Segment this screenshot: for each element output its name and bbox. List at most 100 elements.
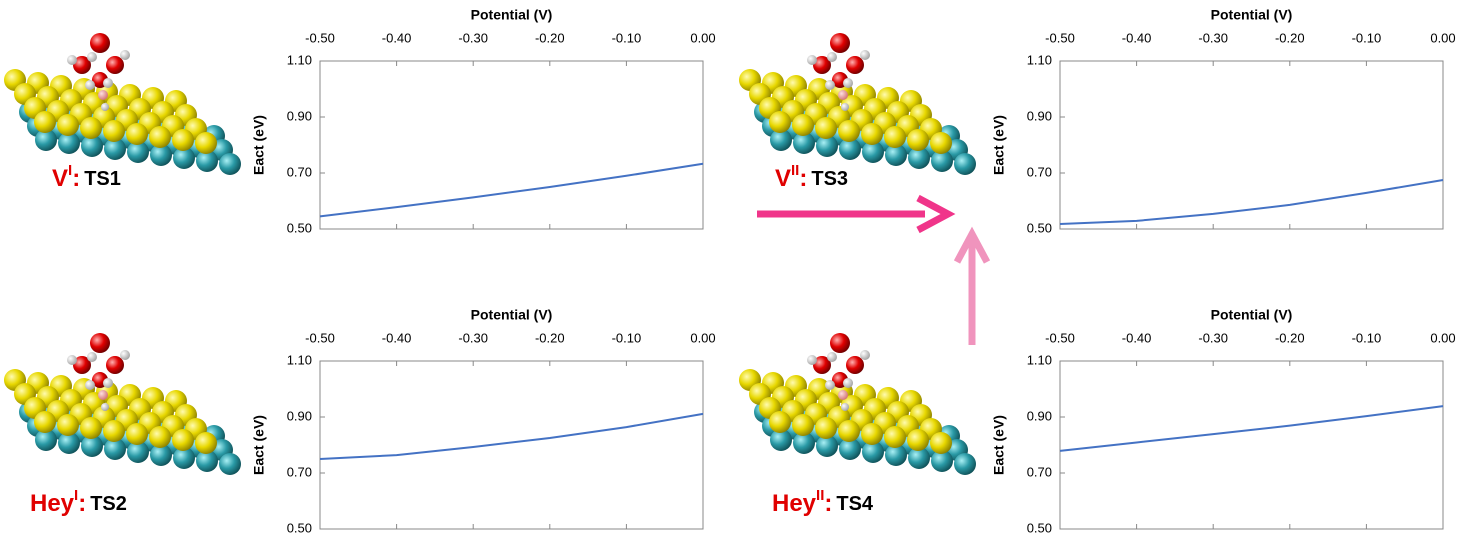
atom bbox=[104, 138, 126, 160]
atom bbox=[67, 355, 77, 365]
atom bbox=[173, 147, 195, 169]
x-tick-label: 0.00 bbox=[1430, 330, 1455, 345]
x-tick-label: -0.10 bbox=[612, 330, 642, 345]
atom bbox=[954, 153, 976, 175]
structure-type: V bbox=[52, 165, 68, 192]
atom bbox=[815, 117, 837, 139]
atom bbox=[106, 56, 124, 74]
structure-label: VII: TS3 bbox=[775, 162, 848, 192]
x-axis-title: Potential (V) bbox=[1211, 7, 1293, 23]
x-tick-label: -0.50 bbox=[1045, 330, 1075, 345]
atom bbox=[885, 444, 907, 466]
x-tick-label: -0.40 bbox=[1122, 330, 1152, 345]
data-line bbox=[1059, 179, 1444, 225]
atom bbox=[884, 426, 906, 448]
atom bbox=[838, 390, 848, 400]
atom bbox=[793, 432, 815, 454]
atom bbox=[816, 135, 838, 157]
y-tick-label: 0.90 bbox=[1027, 408, 1052, 423]
structure-superscript: I bbox=[74, 487, 78, 504]
y-tick-label: 1.10 bbox=[287, 52, 312, 67]
atom bbox=[807, 55, 817, 65]
x-tick-label: -0.10 bbox=[612, 30, 642, 45]
atom bbox=[954, 453, 976, 475]
atom bbox=[813, 56, 831, 74]
atom bbox=[150, 444, 172, 466]
y-tick-label: 0.50 bbox=[287, 220, 312, 235]
y-tick-label: 0.50 bbox=[1027, 220, 1052, 235]
atom bbox=[90, 333, 110, 353]
structure-type: Hey bbox=[772, 490, 817, 517]
atom bbox=[907, 429, 929, 451]
atom bbox=[816, 435, 838, 457]
y-tick-label: 0.90 bbox=[287, 408, 312, 423]
atom bbox=[862, 441, 884, 463]
atom bbox=[931, 150, 953, 172]
x-tick-label: -0.20 bbox=[535, 330, 565, 345]
atom bbox=[149, 426, 171, 448]
atom bbox=[841, 103, 849, 111]
atom bbox=[103, 420, 125, 442]
atom bbox=[793, 132, 815, 154]
atom bbox=[838, 120, 860, 142]
structure-image bbox=[739, 333, 976, 475]
atom bbox=[35, 129, 57, 151]
x-tick-label: -0.20 bbox=[1275, 30, 1305, 45]
y-tick-label: 0.70 bbox=[1027, 464, 1052, 479]
structure-name: TS2 bbox=[90, 493, 127, 515]
atom bbox=[172, 429, 194, 451]
atom bbox=[827, 52, 837, 62]
arrow-head bbox=[916, 194, 956, 234]
atom bbox=[58, 432, 80, 454]
atom bbox=[103, 120, 125, 142]
structure-separator: : bbox=[799, 165, 807, 192]
x-tick-label: -0.30 bbox=[1198, 330, 1228, 345]
atom bbox=[104, 438, 126, 460]
atom bbox=[127, 141, 149, 163]
x-axis-title: Potential (V) bbox=[471, 7, 553, 23]
atom bbox=[792, 114, 814, 136]
atom bbox=[90, 33, 110, 53]
atom bbox=[73, 56, 91, 74]
y-tick-label: 0.50 bbox=[1027, 520, 1052, 535]
atom bbox=[860, 50, 870, 60]
x-tick-label: -0.50 bbox=[305, 330, 335, 345]
atom bbox=[67, 55, 77, 65]
atom bbox=[792, 414, 814, 436]
x-tick-label: -0.20 bbox=[1275, 330, 1305, 345]
structure-image bbox=[4, 333, 241, 475]
atom bbox=[57, 414, 79, 436]
arrow-head bbox=[953, 226, 991, 264]
atom bbox=[931, 450, 953, 472]
x-tick-label: 0.00 bbox=[690, 330, 715, 345]
atom bbox=[838, 90, 848, 100]
atom bbox=[843, 78, 853, 88]
y-axis-title: Eact (eV) bbox=[991, 415, 1007, 475]
structure-image bbox=[739, 33, 976, 175]
atom bbox=[860, 350, 870, 360]
structure-superscript: I bbox=[68, 162, 72, 179]
y-axis-title: Eact (eV) bbox=[991, 115, 1007, 175]
structure-type: V bbox=[775, 165, 791, 192]
atom bbox=[908, 147, 930, 169]
atom bbox=[126, 123, 148, 145]
atom bbox=[827, 352, 837, 362]
atom bbox=[81, 135, 103, 157]
atom bbox=[838, 420, 860, 442]
x-tick-label: -0.40 bbox=[382, 30, 412, 45]
structure-name: TS1 bbox=[84, 168, 121, 190]
atom bbox=[770, 129, 792, 151]
x-tick-label: 0.00 bbox=[690, 30, 715, 45]
plot-frame bbox=[1059, 60, 1444, 230]
structure-superscript: II bbox=[816, 487, 824, 504]
x-tick-label: -0.30 bbox=[458, 330, 488, 345]
atom bbox=[769, 111, 791, 133]
atom bbox=[195, 432, 217, 454]
atom bbox=[81, 435, 103, 457]
atom bbox=[101, 403, 109, 411]
x-tick-label: -0.10 bbox=[1352, 30, 1382, 45]
y-tick-label: 1.10 bbox=[1027, 352, 1052, 367]
x-tick-label: -0.10 bbox=[1352, 330, 1382, 345]
atom bbox=[839, 138, 861, 160]
